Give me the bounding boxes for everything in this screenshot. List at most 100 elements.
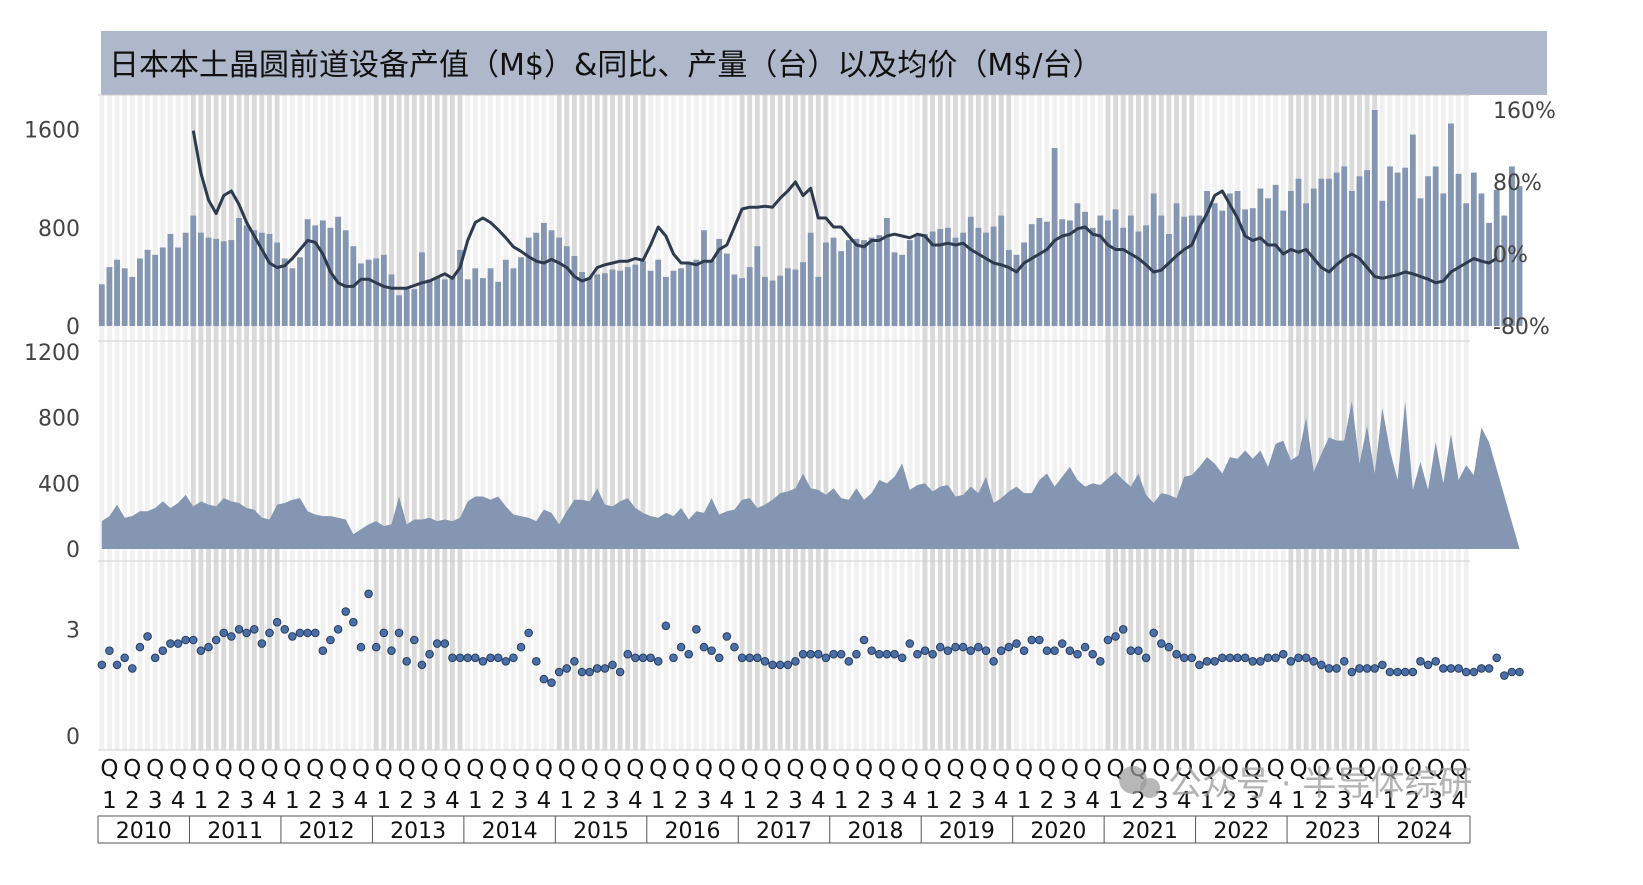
value-bar (922, 233, 928, 326)
value-bar (1135, 231, 1142, 326)
month-stripe (1273, 95, 1279, 750)
month-stripe (106, 95, 112, 750)
price-dot (1088, 649, 1097, 659)
month-stripe (206, 95, 211, 750)
price-dot (745, 653, 755, 663)
price-dot (432, 639, 442, 648)
year-label: 2018 (847, 819, 903, 844)
month-stripe (937, 95, 943, 750)
price-dot (1164, 642, 1174, 652)
quarter-letter: Q (1404, 756, 1422, 782)
quarter-letter: Q (1152, 756, 1170, 782)
price-dot (1080, 642, 1090, 652)
price-dot (1202, 657, 1212, 666)
price-dot (349, 617, 358, 627)
price-dot (1408, 667, 1418, 677)
value-bar (617, 270, 624, 326)
month-stripe (747, 95, 753, 750)
price-dot (913, 649, 922, 659)
year-label: 2015 (573, 819, 629, 844)
quarter-letter: Q (581, 756, 599, 782)
value-bar (480, 278, 486, 326)
price-dot (714, 653, 724, 663)
value-bar (137, 258, 143, 326)
month-stripe (99, 95, 105, 750)
chart-title: 日本本土晶圆前道设备产值（M$）&同比、产量（台）以及均价（M$/台） (109, 48, 1102, 83)
price-dot (1416, 657, 1425, 666)
month-stripe (503, 95, 509, 750)
value-bar (777, 275, 784, 326)
quarter-letter: Q (1289, 756, 1307, 782)
quarter-letter: Q (832, 756, 850, 782)
price-dot (905, 639, 915, 648)
month-stripe (411, 95, 417, 750)
month-stripe (953, 95, 958, 750)
value-bar (944, 227, 951, 326)
value-bar (1257, 188, 1264, 326)
value-bar (1227, 193, 1233, 326)
price-dot (1423, 660, 1433, 670)
price-dot (554, 667, 564, 677)
month-stripe (1006, 95, 1012, 750)
value-bar (213, 238, 220, 326)
quarter-number: 1 (834, 788, 849, 814)
value-bar (1181, 216, 1188, 326)
value-bar (586, 276, 593, 326)
value-bar (198, 232, 204, 326)
value-bar (716, 238, 723, 326)
value-bar (967, 216, 974, 326)
value-bar (510, 268, 517, 326)
value-bar (182, 232, 189, 326)
price-dot (1370, 664, 1380, 673)
month-stripe (1036, 95, 1042, 750)
price-dot (509, 653, 518, 663)
price-dot (356, 642, 366, 652)
month-stripe (785, 95, 791, 750)
value-bar (891, 252, 898, 326)
quarter-number: 4 (1177, 788, 1192, 814)
price-dot (737, 653, 747, 663)
price-dot (996, 646, 1006, 655)
month-stripe (930, 95, 936, 750)
month-stripe (571, 95, 577, 750)
year-label: 2021 (1122, 819, 1178, 844)
quarter-number: 3 (1245, 788, 1260, 814)
month-stripe (663, 95, 669, 750)
quarter-number: 4 (902, 788, 917, 814)
price-dot (1157, 639, 1166, 648)
month-stripe (1387, 95, 1393, 750)
price-dot (1126, 646, 1136, 655)
month-stripe (1128, 95, 1134, 750)
quarter-letter: Q (215, 756, 233, 782)
value-bar (762, 276, 768, 326)
month-stripe (1463, 95, 1469, 750)
value-bar (914, 235, 921, 326)
quarter-number: 4 (1360, 788, 1375, 814)
value-bar (685, 262, 692, 326)
price-dot (1187, 653, 1197, 663)
quarter-number: 1 (1108, 788, 1123, 814)
month-stripe (564, 95, 570, 750)
year-label: 2020 (1030, 819, 1086, 844)
value-bar (563, 246, 570, 326)
price-dot (295, 628, 305, 638)
month-stripe (122, 95, 128, 750)
value-bar (731, 274, 738, 326)
value-bar (1516, 186, 1523, 326)
quarter-letter: Q (603, 756, 621, 782)
price-dot (646, 653, 655, 663)
price-dot (471, 653, 480, 663)
month-stripe (991, 95, 997, 750)
price-dot (882, 649, 892, 659)
price-dot (547, 678, 556, 687)
quarter-letter: Q (695, 756, 713, 782)
price-dot (1096, 657, 1105, 666)
value-bar (1318, 178, 1325, 326)
month-stripe (899, 95, 905, 750)
price-dot (1073, 649, 1082, 659)
wechat-icon (1119, 766, 1147, 794)
month-stripe (480, 95, 486, 750)
month-stripe (1364, 95, 1370, 750)
value-bar (525, 237, 532, 326)
value-bar (373, 258, 380, 326)
